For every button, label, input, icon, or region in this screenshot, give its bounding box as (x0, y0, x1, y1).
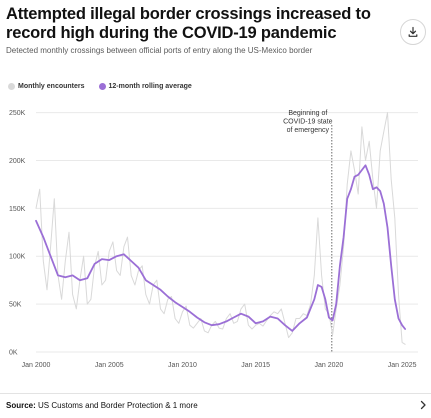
y-tick-label: 100K (9, 254, 26, 261)
series-line-rolling (35, 164, 407, 332)
x-tick-label: Jan 2025 (388, 362, 417, 369)
legend-label-rolling: 12-month rolling average (108, 83, 192, 90)
legend-swatch-rolling (98, 83, 106, 90)
annotation-text: of emergency (287, 127, 330, 134)
series-line-monthly (35, 112, 406, 345)
annotation-text: Beginning of (288, 110, 327, 117)
y-tick-label: 50K (9, 302, 22, 309)
y-tick-label: 150K (9, 206, 26, 213)
legend-swatch-monthly (8, 83, 15, 90)
legend-item-monthly[interactable]: Monthly encounters (8, 83, 85, 90)
chart-subtitle: Detected monthly crossings between offic… (6, 46, 313, 55)
download-button[interactable] (400, 19, 426, 45)
source-text: US Customs and Border Protection & 1 mor… (38, 401, 198, 410)
download-icon (408, 26, 418, 37)
x-tick-label: Jan 2005 (95, 362, 124, 369)
y-tick-label: 250K (9, 110, 26, 117)
line-chart: 0K 50K 100K 150K 200K 250K Jan 2000 Jan 2005 Jan… (9, 110, 418, 369)
legend-label-monthly: Monthly encounters (18, 83, 85, 90)
x-tick-label: Jan 2020 (315, 362, 344, 369)
x-tick-label: Jan 2000 (22, 362, 51, 369)
chart-title: Attempted illegal border crossings incre… (6, 5, 371, 42)
x-tick-label: Jan 2015 (241, 362, 270, 369)
source-line: Source: US Customs and Border Protection… (6, 401, 198, 410)
source-label: Source: (6, 401, 36, 410)
annotation-text: COVID-19 state (283, 119, 333, 126)
chevron-right-icon[interactable] (418, 399, 428, 411)
x-tick-label: Jan 2010 (168, 362, 197, 369)
chart-legend: Monthly encounters 12-month rolling aver… (8, 83, 206, 90)
y-tick-label: 200K (9, 158, 26, 165)
y-tick-label: 0K (9, 350, 18, 357)
legend-item-rolling[interactable]: 12-month rolling average (98, 83, 192, 90)
footer-divider (0, 393, 431, 394)
